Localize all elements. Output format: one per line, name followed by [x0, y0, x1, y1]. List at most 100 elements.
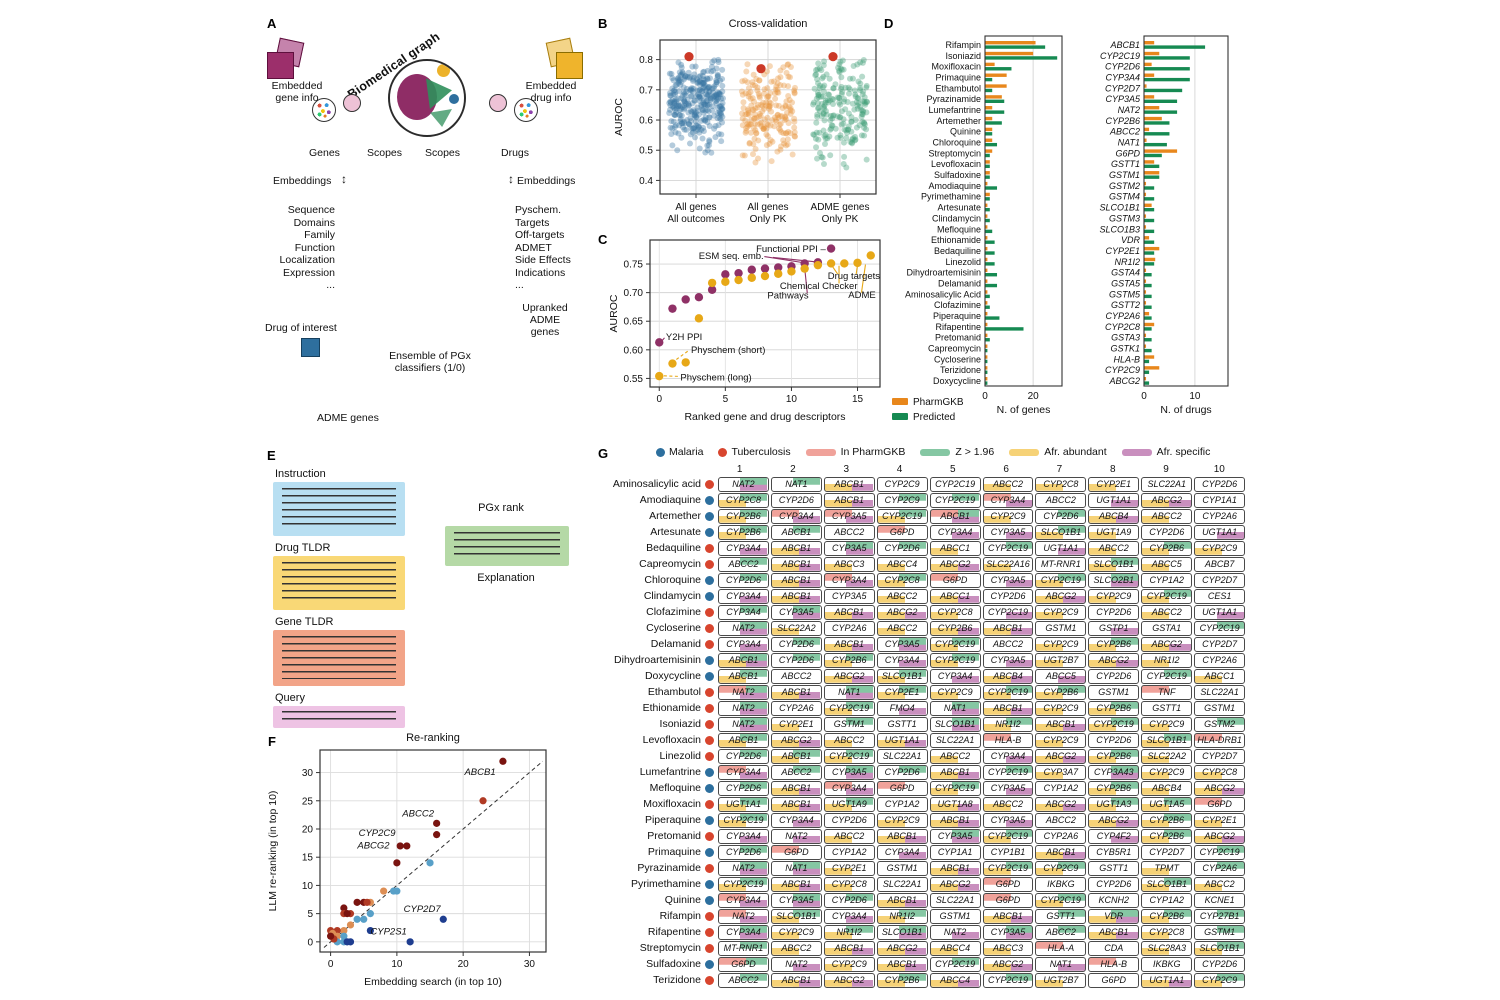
gene-cell: CYP2C8 [929, 604, 981, 620]
svg-text:ESM seq. emb.: ESM seq. emb. [699, 251, 764, 262]
gene-cell: CYP2C19 [1141, 588, 1193, 604]
gene-cell: ABCB1 [823, 940, 875, 956]
gene-node-icon [343, 94, 361, 112]
gene-cell: CYP2D6 [876, 540, 928, 556]
pgx-rank-label: PGx rank [478, 502, 524, 514]
svg-text:Bedaquiline: Bedaquiline [934, 246, 981, 256]
gene-cell: UGT1A9 [823, 796, 875, 812]
query-label: Query [275, 692, 305, 704]
gene-cell: ABCG2 [876, 604, 928, 620]
gene-cell: CYP2C19 [982, 604, 1034, 620]
gene-cell: CYP3A4 [982, 492, 1034, 508]
gene-cell: ABCC2 [1035, 492, 1087, 508]
upranked-adme-genes-label: Upranked ADME genes [522, 302, 568, 338]
gene-cell: CYP3A5 [982, 924, 1034, 940]
gene-desc-item: Expression [283, 266, 335, 279]
rank-column-header: 9 [1163, 463, 1169, 475]
drug-name-label: Capreomycin [639, 558, 701, 570]
svg-text:CYP3A4: CYP3A4 [1105, 73, 1140, 83]
embeddings-label-right: Embeddings [517, 175, 576, 187]
gene-cell: CYP1A1 [1194, 492, 1246, 508]
gene-cell: UGT1A8 [929, 796, 981, 812]
gene-cell: CYP1B1 [982, 844, 1034, 860]
svg-text:5: 5 [723, 394, 729, 405]
svg-text:GSTM3: GSTM3 [1109, 213, 1140, 223]
gene-cell: SLCO1B1 [1141, 876, 1193, 892]
gene-cell: CYP3A4 [823, 572, 875, 588]
gene-cell: CYP3A4 [718, 764, 769, 780]
malaria-dot-icon [705, 783, 714, 793]
gene-cell: SLC22A1 [876, 876, 928, 892]
svg-text:15: 15 [852, 394, 864, 405]
malaria-dot-icon [705, 655, 714, 665]
panel-c-descriptor-chart: C 0.55 0.60 0.65 0.70 0.75 0 5 10 15 Functional P… [598, 232, 892, 445]
gene-cell: CYP3A5 [982, 524, 1034, 540]
gene-cell: CYP2C8 [1141, 924, 1193, 940]
adme-genes-label: ADME genes [317, 412, 379, 424]
svg-text:All outcomes: All outcomes [667, 214, 724, 225]
svg-text:Linezolid: Linezolid [945, 257, 981, 267]
table-row: Artesunate CYP2B6 ABCB1 ABCC2 G6PD CYP3A4 CYP3… [596, 524, 1246, 540]
rank-column-header: 5 [950, 463, 956, 475]
legend-label: Afr. specific [1156, 446, 1211, 458]
svg-text:Cross-validation: Cross-validation [729, 18, 808, 30]
gene-cell: SLCO1B1 [876, 668, 928, 684]
gene-cell: CYP2D6 [718, 780, 769, 796]
category-swatch-icon [920, 448, 951, 456]
gene-cell: ABCC2 [876, 620, 928, 636]
gene-cell: UGT1A9 [1088, 524, 1140, 540]
svg-text:20: 20 [302, 824, 314, 835]
gene-cell: NAT2 [718, 700, 769, 716]
gene-cell: CYP2D6 [770, 492, 822, 508]
gene-tldr-block [273, 630, 405, 686]
embedded-drug-info-label: Embedded drug info [525, 80, 577, 104]
gene-cell: CYP2B6 [1141, 908, 1193, 924]
gene-cell: ABCC2 [718, 972, 769, 988]
drug-name-label: Ethambutol [647, 686, 701, 698]
gene-cell: GSTM1 [1194, 700, 1246, 716]
svg-text:CYP3A5: CYP3A5 [1105, 94, 1141, 104]
drug-name-label: Pyrimethamine [630, 878, 701, 890]
explanation-label: Explanation [477, 572, 535, 584]
gene-cell: ABCG2 [876, 940, 928, 956]
svg-text:10: 10 [1189, 391, 1201, 402]
table-row: Clofazimine CYP3A4 CYP3A5 ABCB1 ABCG2 CYP2C8 C… [596, 604, 1246, 620]
gene-cell: CYP2D7 [1194, 572, 1246, 588]
drug-name-label: Streptomycin [639, 942, 701, 954]
svg-text:Ethambutol: Ethambutol [935, 83, 981, 93]
svg-text:Drug targets: Drug targets [828, 271, 881, 282]
malaria-dot-icon [705, 895, 714, 905]
gene-cell: CYP2A6 [770, 700, 822, 716]
gene-cell: CYP2D6 [1035, 508, 1087, 524]
drug-tldr-label: Drug TLDR [275, 542, 331, 554]
drug-name-label: Sulfadoxine [646, 958, 701, 970]
svg-text:25: 25 [302, 796, 314, 807]
gene-cell: UGT2B7 [1035, 652, 1087, 668]
drug-desc-item: ... [515, 279, 524, 291]
gene-cell: CYP2B6 [1088, 636, 1140, 652]
gene-cell: CYP2B6 [1088, 780, 1140, 796]
drug-descriptor-list: Pyschem. Targets Off-targets ADMET Side … [515, 204, 585, 292]
gene-cell: CYP2C19 [929, 492, 981, 508]
table-row: Artemether CYP2B6 CYP3A4 CYP3A5 CYP2C19 ABCB1… [596, 508, 1246, 524]
gene-cell: CYP2C9 [1194, 540, 1246, 556]
gene-cell: CYP2D6 [1141, 524, 1193, 540]
panel-g-label: G [598, 446, 609, 461]
table-row: Rifampin NAT2 SLCO1B1 CYP3A4 NR1I2 GSTM1 ABCB1… [596, 908, 1246, 924]
gene-cell: ABCB1 [876, 956, 928, 972]
svg-text:Only PK: Only PK [822, 214, 859, 225]
malaria-dot-icon [705, 879, 714, 889]
gene-cell: UGT1A3 [1088, 796, 1140, 812]
gene-cell: CYP2C9 [1141, 764, 1193, 780]
gene-cell: CYP3A4 [718, 924, 769, 940]
gene-cell: CYP2D6 [1088, 604, 1140, 620]
gene-cell: CYP2D6 [823, 892, 875, 908]
gene-tldr-label: Gene TLDR [275, 616, 334, 628]
svg-text:Only PK: Only PK [750, 214, 787, 225]
gene-cell: CYP2C19 [982, 828, 1034, 844]
gene-cell: ABCB1 [770, 540, 822, 556]
gene-cell: SLCO1B1 [929, 716, 981, 732]
svg-text:CYP2B6: CYP2B6 [1105, 116, 1140, 126]
svg-text:Piperaquine: Piperaquine [933, 311, 981, 321]
